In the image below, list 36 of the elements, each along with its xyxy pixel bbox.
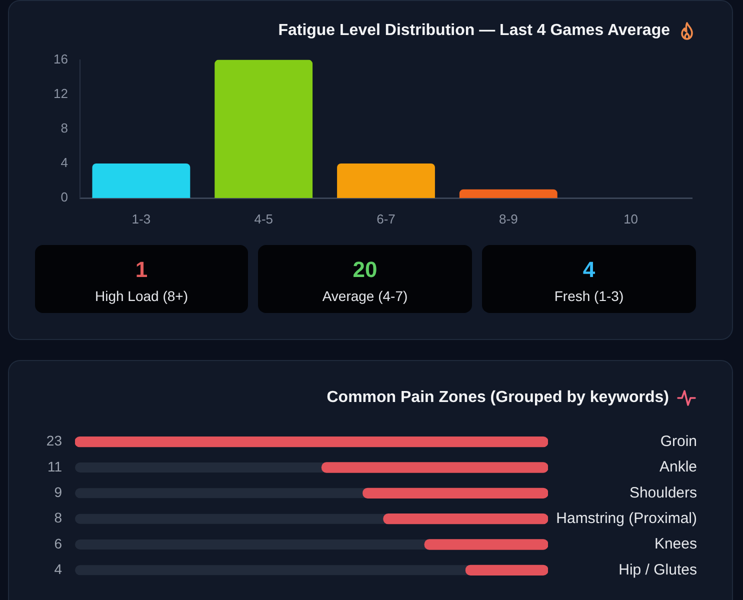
- chart-title: Common Pain Zones (Grouped by keywords): [326, 388, 669, 408]
- data-label: 9: [54, 484, 62, 500]
- category-label: Fresh (1-3): [553, 287, 625, 305]
- stat-card: 20 Average (4-7): [258, 245, 472, 313]
- stat-card: 4 Fresh (1-3): [482, 245, 696, 313]
- x-tick-label: 8-9: [499, 211, 518, 226]
- bar: [214, 60, 313, 198]
- chart-title: Fatigue Level Distribution — Last 4 Games Average: [278, 21, 670, 41]
- bar: [465, 564, 548, 576]
- y-tick-label: Ankle: [659, 458, 697, 476]
- x-tick-label: 6-7: [376, 211, 396, 226]
- y-tick-label: 0: [60, 190, 68, 205]
- y-tick-label: Shoulders: [629, 484, 697, 502]
- data-label: 4: [582, 257, 596, 283]
- bar: [459, 189, 558, 198]
- x-tick-label: 1-3: [132, 211, 151, 226]
- bar: [92, 163, 190, 198]
- y-tick-label: 16: [54, 51, 68, 66]
- category-label: High Load (8+): [94, 287, 189, 305]
- x-tick-label: 4-5: [254, 211, 273, 226]
- y-tick-label: 4: [60, 155, 68, 170]
- y-tick-label: Groin: [660, 432, 697, 450]
- data-label: 11: [47, 458, 62, 474]
- y-tick-label: Knees: [654, 536, 697, 553]
- data-label: 20: [352, 257, 378, 283]
- data-label: 1: [134, 257, 149, 283]
- stat-card: 1 High Load (8+): [35, 245, 248, 313]
- y-tick-label: Hip / Glutes: [618, 561, 697, 578]
- category-label: Average (4-7): [321, 287, 409, 305]
- x-tick-label: 10: [624, 211, 638, 226]
- y-tick-label: 12: [54, 86, 68, 101]
- data-label: 23: [46, 432, 62, 449]
- bar: [337, 163, 435, 198]
- y-tick-label: Hamstring (Proximal): [556, 510, 697, 527]
- data-label: 6: [54, 535, 62, 552]
- y-tick-label: 8: [60, 120, 68, 136]
